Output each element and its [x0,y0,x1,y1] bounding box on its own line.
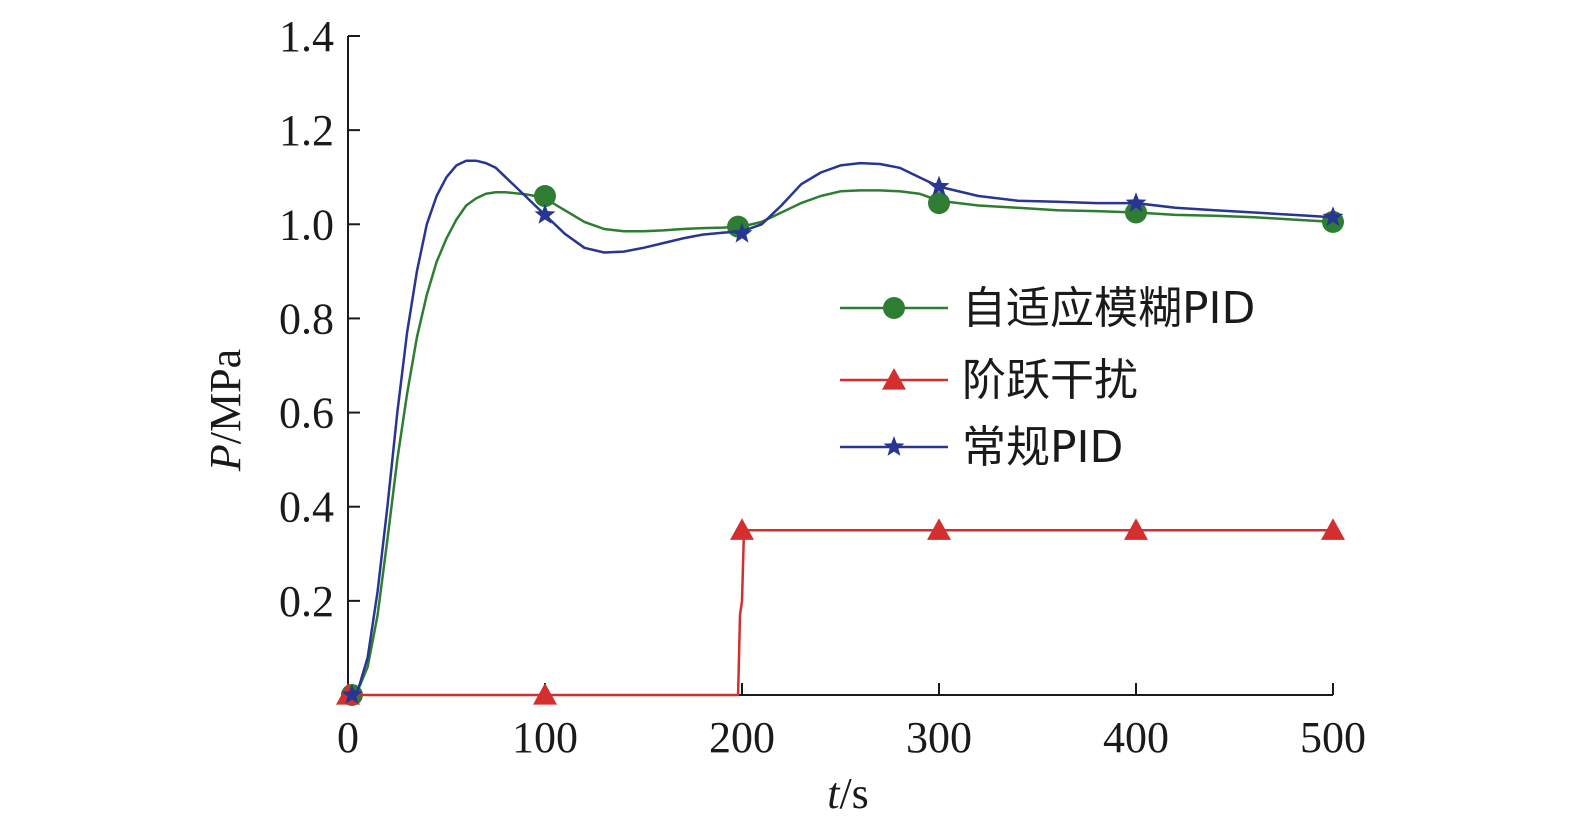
legend-label-step-disturbance: 阶跃干扰 [962,355,1138,406]
y-tick-label: 1.2 [279,106,334,155]
legend-label-adaptive-fuzzy-pid: 自适应模糊PID [962,283,1255,334]
y-tick-label: 1.0 [279,200,334,249]
series-adaptive-fuzzy-pid [340,185,1344,706]
y-tick-label: 0.8 [279,294,334,343]
series-marker-conventional-pid [1125,192,1147,212]
legend-marker-step-disturbance [882,368,906,390]
x-axis-title: t/s [827,769,869,818]
series-marker-step-disturbance [1321,518,1345,540]
x-tick-label: 100 [512,713,578,762]
series-line-conventional-pid [347,159,1334,697]
series-marker-conventional-pid [341,684,363,704]
series-marker-conventional-pid [731,222,753,243]
legend-marker-conventional-pid [883,436,905,456]
y-tick-label: 0.6 [279,389,334,438]
y-tick-label: 1.4 [279,12,334,61]
legend-marker-adaptive-fuzzy-pid [883,297,905,319]
x-tick-label: 500 [1300,713,1366,762]
series-marker-step-disturbance [1124,518,1148,540]
axes: 0 100 200 300 400 500 0.2 0.4 0.6 0.8 1.0 1.2 1.4 [279,12,1366,762]
legend-label-conventional-pid: 常规PID [962,422,1123,473]
series-step-disturbance [336,518,1345,705]
x-tick-label: 300 [906,713,972,762]
series-marker-step-disturbance [533,683,557,705]
x-axis-unit: /s [839,769,868,818]
series-marker-adaptive-fuzzy-pid [1125,201,1147,224]
y-axis-unit: /MPa [201,349,250,444]
series-marker-step-disturbance [730,518,754,540]
series-marker-conventional-pid [928,175,950,196]
y-axis-variable: P [201,444,250,472]
series-marker-conventional-pid [1322,206,1344,227]
series-marker-step-disturbance [927,518,951,540]
y-tick-label: 0.4 [279,483,334,532]
series-layer [336,159,1345,706]
series-marker-conventional-pid [534,203,556,224]
x-tick-label: 400 [1103,713,1169,762]
series-line-adaptive-fuzzy-pid [347,189,1334,697]
series-line-step-disturbance [348,529,1333,697]
x-tick-label: 0 [337,713,359,762]
series-conventional-pid [341,159,1344,704]
y-tick-label: 0.2 [279,577,334,626]
x-axis-variable: t [827,769,841,818]
series-marker-adaptive-fuzzy-pid [534,185,556,208]
x-tick-label: 200 [709,713,775,762]
y-axis-title: P/MPa [201,349,250,472]
series-marker-adaptive-fuzzy-pid [928,192,950,215]
